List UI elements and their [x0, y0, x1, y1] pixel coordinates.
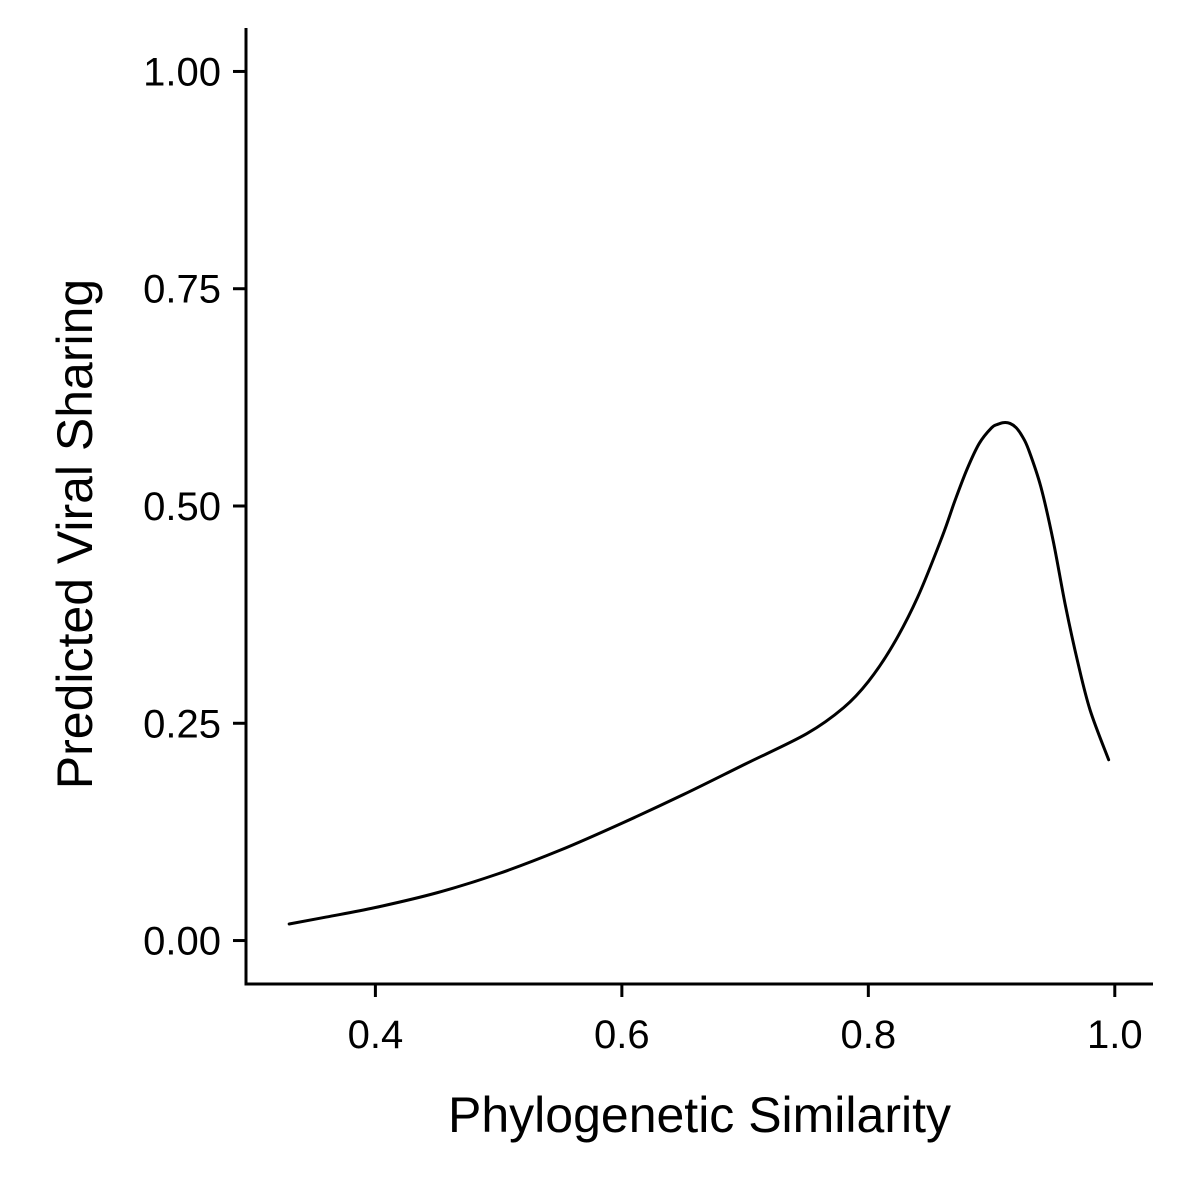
y-axis-ticks: 0.00 0.25 0.50 0.75 1.00 [143, 50, 246, 964]
x-tick-label: 1.0 [1087, 1013, 1143, 1057]
y-tick-label: 0.75 [143, 268, 221, 312]
x-tick-label: 0.4 [348, 1013, 404, 1057]
series-line [287, 421, 1111, 926]
y-axis-title: Predicted Viral Sharing [47, 279, 103, 789]
plot-area [287, 421, 1111, 926]
x-axis-title: Phylogenetic Similarity [448, 1087, 951, 1143]
y-tick-label: 0.50 [143, 485, 221, 529]
x-axis-ticks: 0.4 0.6 0.8 1.0 [348, 984, 1143, 1057]
x-tick-label: 0.6 [594, 1013, 650, 1057]
y-tick-label: 0.00 [143, 920, 221, 964]
y-tick-label: 0.25 [143, 702, 221, 746]
x-tick-label: 0.8 [841, 1013, 897, 1057]
y-tick-label: 1.00 [143, 50, 221, 94]
